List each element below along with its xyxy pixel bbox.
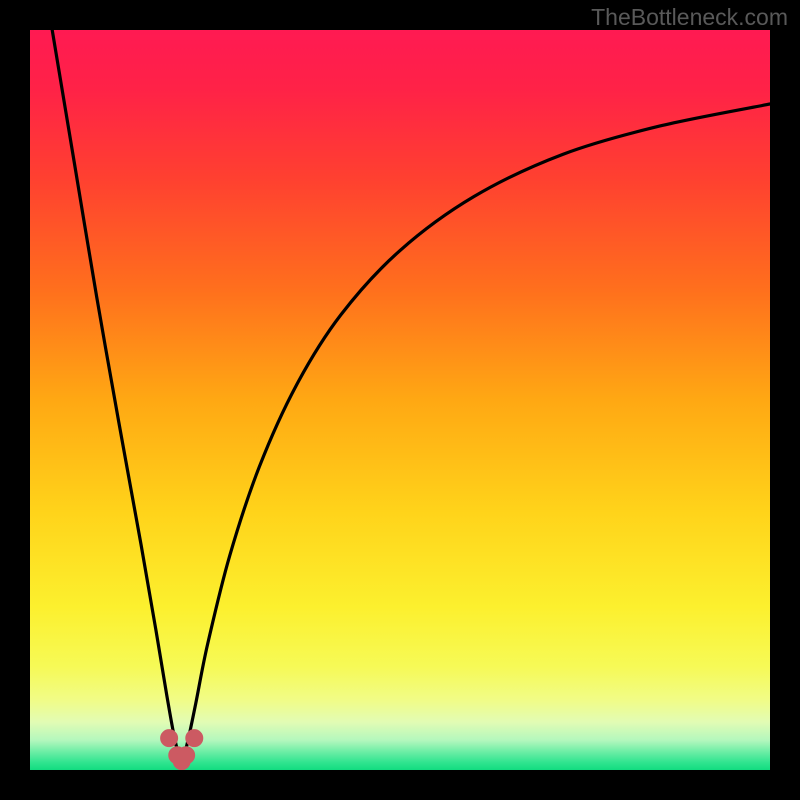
plot-svg	[30, 30, 770, 770]
gradient-background	[30, 30, 770, 770]
watermark-text: TheBottleneck.com	[591, 4, 788, 31]
plot-area	[30, 30, 770, 770]
curve-marker	[178, 747, 195, 764]
curve-marker	[186, 730, 203, 747]
curve-marker	[161, 730, 178, 747]
